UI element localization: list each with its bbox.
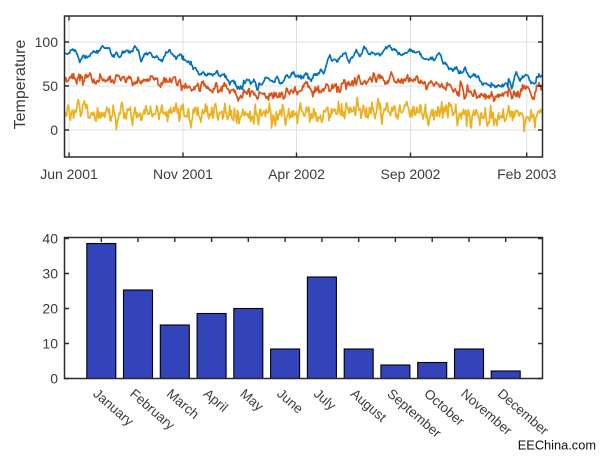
svg-text:50: 50: [42, 78, 58, 94]
svg-text:EEChina.com: EEChina.com: [518, 438, 596, 453]
svg-text:Feb 2003: Feb 2003: [497, 166, 556, 182]
svg-text:Apr 2002: Apr 2002: [268, 166, 325, 182]
svg-text:20: 20: [42, 301, 58, 317]
svg-text:Jun 2001: Jun 2001: [40, 166, 98, 182]
svg-text:Temperature: Temperature: [12, 39, 29, 129]
svg-text:100: 100: [35, 34, 59, 50]
svg-text:10: 10: [42, 336, 58, 352]
svg-text:40: 40: [42, 231, 58, 247]
svg-text:Sep 2002: Sep 2002: [381, 166, 441, 182]
svg-text:0: 0: [50, 122, 58, 138]
svg-text:Nov 2001: Nov 2001: [153, 166, 213, 182]
svg-text:30: 30: [42, 266, 58, 282]
svg-text:0: 0: [50, 371, 58, 387]
